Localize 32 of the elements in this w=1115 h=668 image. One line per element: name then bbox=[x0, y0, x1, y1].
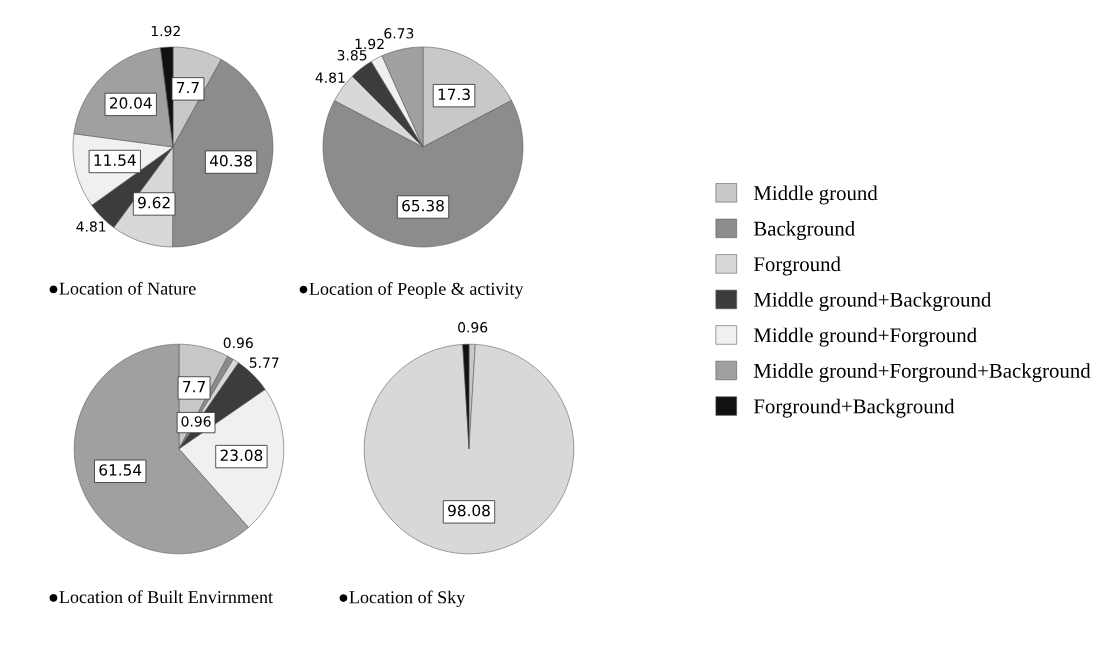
text: ●Location of Nature bbox=[49, 281, 196, 295]
data-label: 9.62 bbox=[138, 196, 170, 209]
data-label: 0.96 bbox=[181, 416, 211, 427]
text: ●Location of Built Envirnment bbox=[49, 590, 273, 604]
text: ●Location of People & activity bbox=[299, 282, 524, 299]
legend-label: Middle ground+Forground bbox=[753, 327, 977, 347]
data-label: 5.77 bbox=[249, 357, 279, 368]
data-label: 6.73 bbox=[384, 28, 414, 39]
legend-label: Forground+Background bbox=[753, 398, 955, 418]
legend-label: Forground bbox=[753, 256, 841, 276]
data-label: 1.92 bbox=[355, 38, 384, 50]
legend-label: Background bbox=[753, 221, 855, 240]
data-label: 23.08 bbox=[220, 449, 263, 462]
data-label: 65.38 bbox=[402, 199, 444, 212]
data-label: 98.08 bbox=[448, 504, 490, 517]
text: ●Location of Sky bbox=[339, 590, 466, 608]
data-label: 4.81 bbox=[315, 72, 345, 83]
data-label: 0.96 bbox=[458, 322, 488, 333]
data-label: 1.92 bbox=[151, 25, 180, 37]
legend-label: Middle ground+Background bbox=[753, 292, 992, 312]
data-label: 40.38 bbox=[209, 154, 252, 167]
data-label: 61.54 bbox=[99, 464, 142, 476]
data-label: 20.04 bbox=[109, 97, 152, 109]
data-label: 11.54 bbox=[94, 154, 136, 166]
legend-label: Middle ground+Forground+Background bbox=[753, 363, 1091, 383]
data-label: 3.85 bbox=[337, 49, 367, 61]
legend-label: Middle ground bbox=[753, 185, 878, 205]
data-label: 0.96 bbox=[223, 337, 253, 349]
data-label: 4.81 bbox=[76, 221, 106, 232]
data-label: 17.3 bbox=[438, 88, 470, 101]
data-label: 7.7 bbox=[183, 381, 205, 393]
data-label: 7.7 bbox=[177, 81, 199, 94]
